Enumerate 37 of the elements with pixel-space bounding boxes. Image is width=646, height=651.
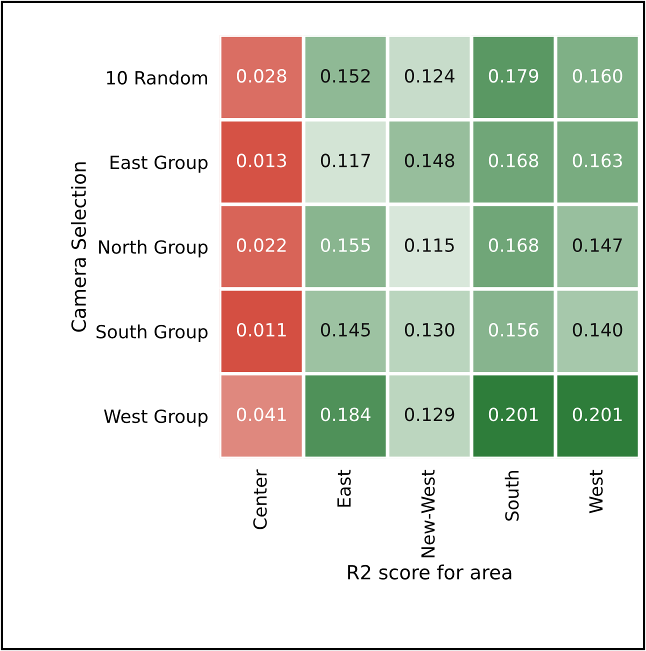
y-tick-label: East Group — [110, 156, 208, 173]
x-tick-label: Center — [253, 469, 267, 530]
data-label: 0.140 — [572, 322, 622, 337]
y-tick-label: 10 Random — [107, 70, 207, 85]
x-tick-label: South — [504, 470, 519, 521]
data-label: 0.201 — [572, 408, 622, 422]
data-label: 0.022 — [236, 238, 286, 252]
data-label: 0.124 — [404, 69, 454, 83]
data-label: 0.155 — [320, 238, 370, 252]
data-label: 0.168 — [488, 238, 538, 252]
data-label: 0.163 — [572, 154, 622, 168]
x-tick-label: East — [337, 470, 351, 507]
data-label: 0.148 — [404, 154, 454, 168]
data-label: 0.201 — [488, 408, 538, 422]
data-label: 0.115 — [404, 238, 454, 252]
data-label: 0.041 — [236, 408, 286, 422]
x-tick-label: New-West — [421, 470, 435, 558]
data-label: 0.117 — [320, 154, 370, 168]
data-label: 0.152 — [320, 69, 370, 83]
data-label: 0.168 — [488, 154, 538, 168]
y-tick-label: South Group — [96, 324, 208, 342]
data-label: 0.028 — [236, 69, 286, 83]
data-label: 0.011 — [236, 322, 286, 337]
y-tick-label: West Group — [104, 409, 208, 427]
data-label: 0.156 — [488, 322, 538, 337]
data-label: 0.013 — [236, 154, 286, 168]
data-label: 0.179 — [488, 69, 538, 83]
x-tick-label: West — [589, 470, 603, 514]
data-label: 0.145 — [320, 322, 370, 337]
data-label: 0.129 — [404, 408, 454, 422]
x-axis-title: R2 score for area — [348, 564, 512, 580]
data-label: 0.184 — [320, 408, 370, 422]
data-label: 0.160 — [572, 69, 622, 83]
data-label: 0.130 — [404, 322, 454, 337]
y-axis-title: Camera Selection — [70, 162, 86, 332]
y-tick-label: North Group — [99, 240, 208, 258]
data-label: 0.147 — [572, 238, 622, 252]
